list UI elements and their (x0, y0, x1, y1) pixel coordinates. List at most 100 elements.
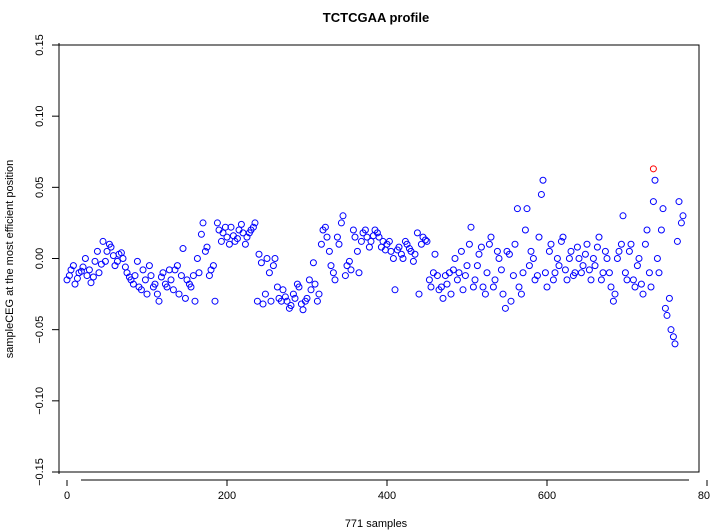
data-point (361, 226, 369, 234)
data-point (301, 297, 309, 305)
data-point (167, 276, 175, 284)
data-point (663, 311, 671, 319)
data-point (563, 276, 571, 284)
data-point (69, 262, 77, 270)
data-point (463, 262, 471, 270)
x-axis-label: 771 samples (345, 518, 408, 530)
data-point (601, 247, 609, 255)
data-point (299, 306, 307, 314)
x-tick-label: 800 (698, 490, 710, 502)
data-point (201, 247, 209, 255)
data-point (279, 286, 287, 294)
data-point (87, 279, 95, 287)
data-point (397, 250, 405, 258)
data-point (179, 245, 187, 253)
data-point (261, 290, 269, 298)
chart-title: TCTCGAA profile (323, 10, 429, 25)
data-point (353, 247, 361, 255)
data-point (631, 283, 639, 291)
data-point (205, 272, 213, 280)
data-point (597, 276, 605, 284)
data-point (599, 269, 607, 277)
data-point (363, 233, 371, 241)
y-axis-label: sampleCEG at the most efficient position (4, 160, 16, 359)
data-point (155, 297, 163, 305)
data-point (401, 237, 409, 245)
data-point (641, 240, 649, 248)
data-point (263, 255, 271, 262)
data-point (483, 269, 491, 277)
data-point (643, 226, 651, 234)
data-point (325, 247, 333, 255)
data-point (413, 229, 421, 237)
data-point (523, 205, 531, 213)
data-point (219, 229, 227, 237)
data-point (165, 266, 173, 274)
data-point (321, 223, 329, 231)
data-point (635, 255, 643, 262)
data-point (125, 273, 133, 281)
data-point (257, 259, 265, 267)
data-point (121, 263, 129, 271)
data-point (667, 326, 675, 334)
data-point (203, 243, 211, 251)
data-point (675, 198, 683, 206)
data-point (673, 237, 681, 245)
data-point (679, 212, 687, 220)
data-point (141, 276, 149, 284)
data-point (405, 245, 413, 253)
data-point (79, 263, 87, 271)
data-point (525, 262, 533, 270)
data-point (533, 272, 541, 280)
data-point (611, 290, 619, 298)
y-tick-label: 0.10 (34, 105, 46, 126)
data-point (365, 243, 373, 251)
data-point (557, 237, 565, 245)
data-point (493, 247, 501, 255)
data-point (245, 229, 253, 237)
data-point (501, 304, 509, 312)
data-point (565, 255, 573, 262)
data-point (399, 255, 407, 262)
data-point (139, 266, 147, 274)
data-point (199, 219, 207, 227)
data-point (509, 272, 517, 280)
data-point (625, 247, 633, 255)
data-point (511, 240, 519, 248)
data-point (381, 246, 389, 254)
data-point (467, 223, 475, 231)
data-point (559, 233, 567, 241)
data-point (451, 255, 459, 262)
data-point (573, 243, 581, 251)
data-point (661, 304, 669, 312)
data-point (431, 250, 439, 258)
x-tick-label: 400 (378, 490, 396, 502)
data-point (459, 286, 467, 294)
data-point (515, 283, 523, 291)
data-point (197, 230, 205, 238)
data-point (417, 240, 425, 248)
data-point (595, 233, 603, 241)
data-point (455, 269, 463, 277)
data-point (513, 205, 521, 213)
data-point (619, 212, 627, 220)
data-point (617, 240, 625, 248)
data-point (189, 272, 197, 280)
data-point (437, 283, 445, 291)
data-point (519, 269, 527, 277)
data-point (465, 240, 473, 248)
data-point (143, 290, 151, 298)
data-point (311, 280, 319, 288)
data-point (489, 283, 497, 291)
data-point (355, 269, 363, 277)
data-point (161, 280, 169, 288)
y-tick-label: 0.05 (34, 177, 46, 198)
data-point (655, 269, 663, 277)
data-point (209, 262, 217, 270)
data-point (347, 266, 355, 274)
data-point (669, 333, 677, 341)
data-point (309, 259, 317, 267)
data-point (479, 283, 487, 291)
data-point (677, 219, 685, 227)
